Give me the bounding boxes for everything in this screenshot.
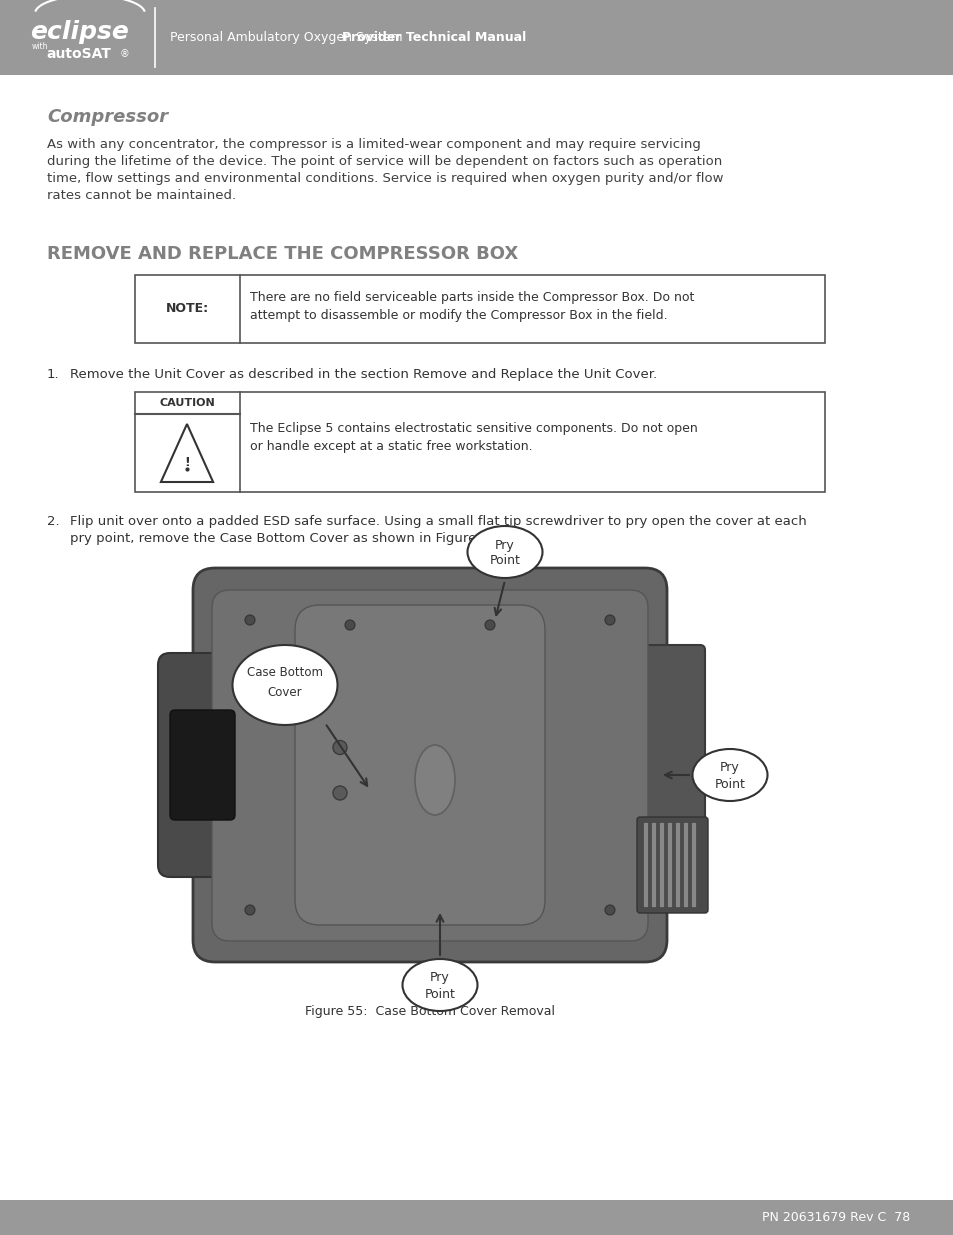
Bar: [0, 0, 953, 75]
Text: 1.: 1.: [47, 368, 59, 382]
Text: Point: Point: [489, 555, 520, 568]
FancyBboxPatch shape: [170, 710, 234, 820]
Circle shape: [604, 905, 615, 915]
Text: time, flow settings and environmental conditions. Service is required when oxyge: time, flow settings and environmental co…: [47, 172, 722, 185]
Text: REMOVE AND REPLACE THE COMPRESSOR BOX: REMOVE AND REPLACE THE COMPRESSOR BOX: [47, 245, 517, 263]
Text: There are no field serviceable parts inside the Compressor Box. Do not: There are no field serviceable parts ins…: [250, 291, 694, 304]
Circle shape: [345, 620, 355, 630]
Ellipse shape: [692, 748, 767, 802]
Text: during the lifetime of the device. The point of service will be dependent on fac: during the lifetime of the device. The p…: [47, 156, 721, 168]
Text: ®: ®: [120, 49, 130, 59]
FancyBboxPatch shape: [624, 645, 704, 885]
Text: Pry: Pry: [720, 762, 740, 774]
Text: Pry: Pry: [495, 538, 515, 552]
Circle shape: [484, 620, 495, 630]
Text: eclipse: eclipse: [30, 20, 129, 43]
Text: Point: Point: [714, 778, 744, 790]
Text: with: with: [32, 42, 49, 51]
Text: pry point, remove the Case Bottom Cover as shown in Figure 55.: pry point, remove the Case Bottom Cover …: [70, 532, 501, 545]
Text: Point: Point: [424, 988, 455, 1000]
Text: rates cannot be maintained.: rates cannot be maintained.: [47, 189, 236, 203]
Text: Provider Technical Manual: Provider Technical Manual: [341, 31, 525, 44]
Text: Figure 55:  Case Bottom Cover Removal: Figure 55: Case Bottom Cover Removal: [305, 1005, 555, 1018]
FancyBboxPatch shape: [637, 818, 707, 913]
Text: As with any concentrator, the compressor is a limited-wear component and may req: As with any concentrator, the compressor…: [47, 138, 700, 151]
Text: or handle except at a static free workstation.: or handle except at a static free workst…: [250, 440, 532, 453]
Text: Personal Ambulatory Oxygen System: Personal Ambulatory Oxygen System: [170, 31, 406, 44]
Circle shape: [333, 785, 347, 800]
Text: autoSAT: autoSAT: [46, 47, 111, 61]
Text: PN 20631679 Rev C  78: PN 20631679 Rev C 78: [760, 1212, 909, 1224]
FancyBboxPatch shape: [212, 590, 647, 941]
Text: Case Bottom: Case Bottom: [247, 667, 323, 679]
Text: The Eclipse 5 contains electrostatic sensitive components. Do not open: The Eclipse 5 contains electrostatic sen…: [250, 422, 697, 435]
Ellipse shape: [467, 526, 542, 578]
FancyBboxPatch shape: [294, 605, 544, 925]
FancyBboxPatch shape: [193, 568, 666, 962]
Text: Pry: Pry: [430, 972, 450, 984]
Text: NOTE:: NOTE:: [165, 303, 209, 315]
Circle shape: [245, 615, 254, 625]
Bar: [135, 391, 824, 492]
Bar: [0, 1200, 953, 1235]
Bar: [135, 275, 824, 343]
Text: Remove the Unit Cover as described in the section Remove and Replace the Unit Co: Remove the Unit Cover as described in th…: [70, 368, 657, 382]
Text: 2.: 2.: [47, 515, 59, 529]
Ellipse shape: [402, 960, 477, 1011]
Circle shape: [604, 615, 615, 625]
Ellipse shape: [233, 645, 337, 725]
Text: !: !: [184, 456, 190, 469]
Ellipse shape: [415, 745, 455, 815]
FancyBboxPatch shape: [158, 653, 287, 877]
Text: Cover: Cover: [268, 687, 302, 699]
Text: CAUTION: CAUTION: [159, 398, 214, 408]
Circle shape: [245, 905, 254, 915]
Text: Flip unit over onto a padded ESD safe surface. Using a small flat tip screwdrive: Flip unit over onto a padded ESD safe su…: [70, 515, 806, 529]
Circle shape: [333, 741, 347, 755]
Text: attempt to disassemble or modify the Compressor Box in the field.: attempt to disassemble or modify the Com…: [250, 309, 667, 322]
Text: Compressor: Compressor: [47, 107, 168, 126]
